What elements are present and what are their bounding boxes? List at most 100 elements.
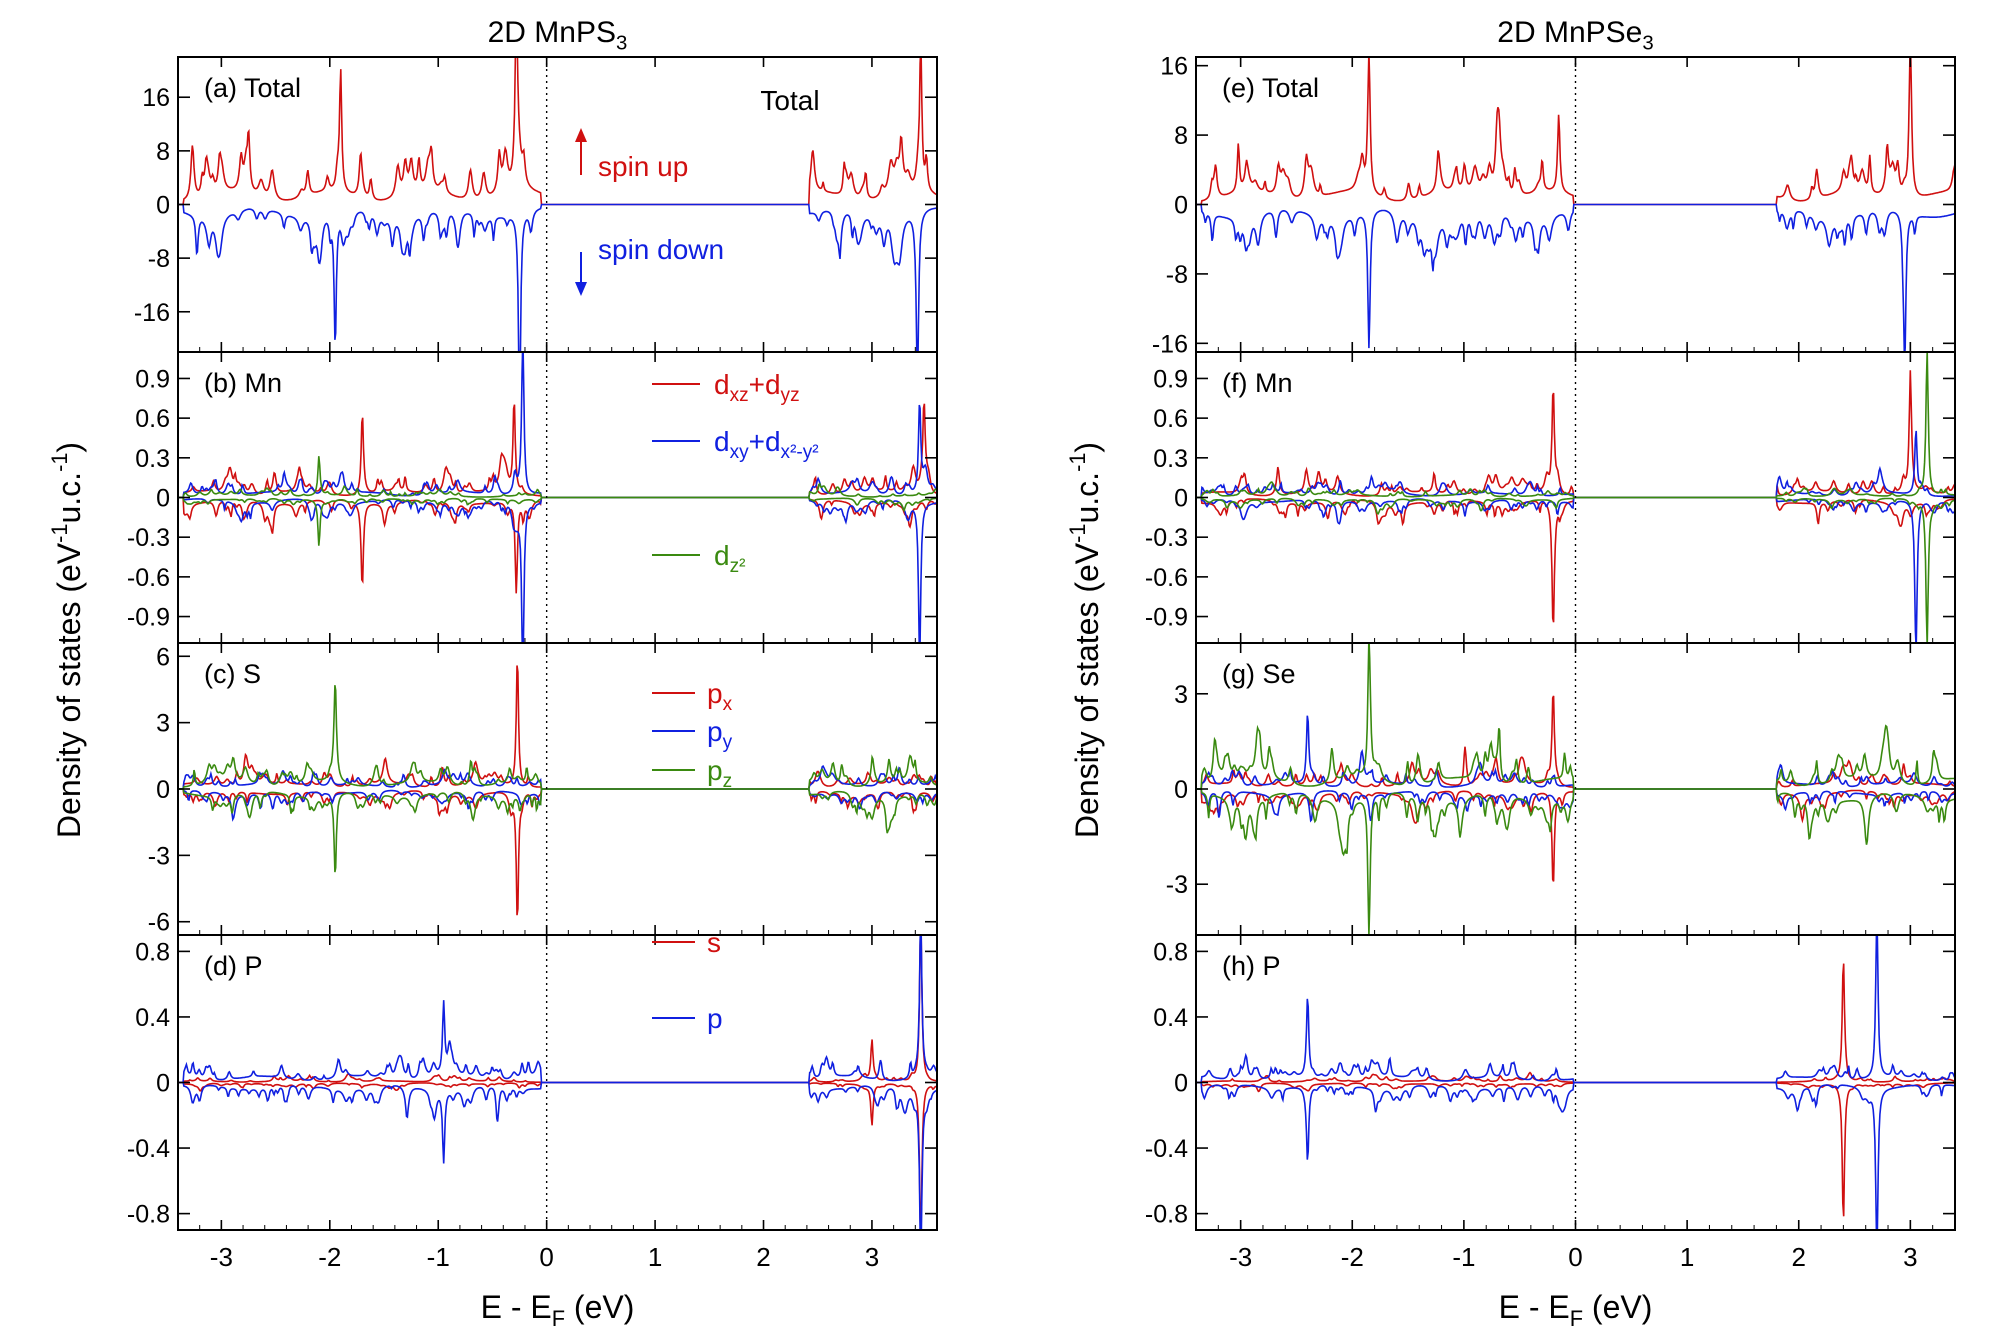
x-tick-label: -1 bbox=[1452, 1242, 1475, 1272]
x-tick-label: 3 bbox=[865, 1242, 879, 1272]
series-line-dxy-dx2-y2 bbox=[1196, 430, 1955, 499]
x-tick-label: -2 bbox=[318, 1242, 341, 1272]
panel-label: (g) Se bbox=[1222, 659, 1296, 689]
series-line-pz bbox=[178, 788, 937, 873]
y-tick-label: 0.9 bbox=[1153, 365, 1188, 393]
y-tick-label: 0.4 bbox=[135, 1004, 170, 1032]
y-tick-label: 8 bbox=[1174, 122, 1188, 150]
y-tick-label: 6 bbox=[156, 643, 170, 671]
y-tick-label: -0.6 bbox=[127, 564, 170, 592]
x-tick-label: 1 bbox=[1680, 1242, 1694, 1272]
legend-label: p bbox=[707, 1003, 723, 1034]
y-tick-label: -3 bbox=[148, 842, 170, 870]
y-tick-label: -0.3 bbox=[1145, 524, 1188, 552]
panel-d: 0.8 0.4 0 -0.4 -0.8 (d) P bbox=[127, 934, 938, 1231]
series-line-s bbox=[178, 935, 937, 1084]
y-tick-label: -0.8 bbox=[1145, 1201, 1188, 1229]
y-tick-label: 0 bbox=[156, 485, 170, 513]
panel-e: 16 8 0 -8 -16 (e) Total bbox=[1152, 53, 1956, 358]
annotations: Total spin up spin down dxz​+dyz​ dxy​+dx²-y… bbox=[575, 85, 820, 1034]
y-tick-label: 0.3 bbox=[135, 445, 170, 473]
series-line-dz2 bbox=[178, 496, 937, 546]
y-tick-label: -0.6 bbox=[1145, 564, 1188, 592]
x-tick-label: 2 bbox=[1792, 1242, 1806, 1272]
x-tick-label: -1 bbox=[427, 1242, 450, 1272]
x-tick-label: -2 bbox=[1341, 1242, 1364, 1272]
x-tick-label: 2 bbox=[756, 1242, 770, 1272]
x-tick-label: 0 bbox=[1568, 1242, 1582, 1272]
spin-down-arrow-head bbox=[575, 282, 587, 296]
x-tick-label: 0 bbox=[539, 1242, 553, 1272]
legend-label: dxy​+dx²-y²​ bbox=[714, 426, 819, 463]
series-line-dxy-dx2-y2 bbox=[178, 352, 937, 499]
total-annotation: Total bbox=[760, 85, 819, 116]
y-tick-label: 8 bbox=[156, 138, 170, 166]
chart-2: 2D MnPSe3​ 16 8 0 -8 -16 (e) Total 0.9 0.6 0.3 0 -0… bbox=[1065, 16, 1956, 1328]
legend-label: dz²​ bbox=[714, 540, 745, 577]
x-axis-label: E - EF​ (eV) bbox=[1499, 1289, 1653, 1328]
series-line-s bbox=[178, 1081, 937, 1230]
y-tick-label: 0.6 bbox=[1153, 405, 1188, 433]
y-tick-label: -0.8 bbox=[127, 1201, 170, 1229]
y-tick-label: -0.9 bbox=[127, 604, 170, 632]
y-tick-label: -16 bbox=[1152, 330, 1188, 358]
x-tick-label: -3 bbox=[210, 1242, 233, 1272]
series-group bbox=[178, 665, 937, 916]
x-axis-label: E - EF​ (eV) bbox=[481, 1289, 635, 1328]
series-group bbox=[1196, 57, 1955, 352]
y-tick-label: 0 bbox=[1174, 192, 1188, 220]
series-group bbox=[178, 57, 937, 352]
y-tick-label: 0 bbox=[156, 776, 170, 804]
series-line-p bbox=[1196, 1081, 1955, 1230]
y-tick-label: -16 bbox=[134, 299, 170, 327]
series-line-s bbox=[1196, 963, 1955, 1084]
x-tick-label: 1 bbox=[648, 1242, 662, 1272]
panel-label: (b) Mn bbox=[204, 368, 282, 398]
series-group bbox=[178, 935, 937, 1230]
series-line-pz bbox=[178, 685, 937, 790]
y-tick-label: -0.4 bbox=[127, 1135, 170, 1163]
y-tick-label: 0.9 bbox=[135, 365, 170, 393]
chart-title: 2D MnPS3​ bbox=[488, 16, 628, 55]
y-tick-label: 0.6 bbox=[135, 405, 170, 433]
y-tick-label: -0.9 bbox=[1145, 604, 1188, 632]
panel-g: 3 0 -3 (g) Se bbox=[1166, 642, 1956, 936]
spin-up-label: spin up bbox=[598, 151, 688, 182]
y-tick-label: 0.3 bbox=[1153, 445, 1188, 473]
panel-label: (a) Total bbox=[204, 73, 301, 103]
y-tick-label: 0 bbox=[156, 1070, 170, 1098]
panel-label: (h) P bbox=[1222, 951, 1281, 981]
series-line-spin-down bbox=[178, 203, 937, 352]
x-tick-label: -3 bbox=[1229, 1242, 1252, 1272]
panel-label: (d) P bbox=[204, 951, 263, 981]
panel-b: 0.9 0.6 0.3 0 -0.3 -0.6 -0.9 (b) Mn bbox=[127, 351, 938, 644]
series-line-p bbox=[178, 1081, 937, 1230]
y-tick-label: -6 bbox=[148, 909, 170, 937]
series-group bbox=[1196, 935, 1955, 1230]
spin-down-label: spin down bbox=[598, 234, 724, 265]
y-tick-label: 16 bbox=[142, 84, 170, 112]
panel-c: 6 3 0 -3 -6 (c) S bbox=[148, 642, 938, 937]
series-line-dxy-dx2-y2 bbox=[178, 496, 937, 643]
y-tick-label: 0 bbox=[1174, 776, 1188, 804]
y-tick-label: 0 bbox=[156, 192, 170, 220]
y-tick-label: -3 bbox=[1166, 871, 1188, 899]
panel-f: 0.9 0.6 0.3 0 -0.3 -0.6 -0.9 (f) Mn bbox=[1145, 351, 1956, 644]
panel-h: 0.8 0.4 0 -0.4 -0.8 (h) P bbox=[1145, 934, 1956, 1231]
panel-a: 16 8 0 -8 -16 (a) Total bbox=[134, 56, 938, 353]
series-line-dxz-dyz bbox=[1196, 496, 1955, 623]
y-tick-label: 16 bbox=[1160, 53, 1188, 81]
panel-label: (f) Mn bbox=[1222, 368, 1293, 398]
y-tick-label: -0.4 bbox=[1145, 1135, 1188, 1163]
legend-label: px​ bbox=[707, 678, 733, 715]
y-tick-label: 3 bbox=[156, 710, 170, 738]
spin-up-arrow-head bbox=[575, 128, 587, 142]
panel-label: (c) S bbox=[204, 659, 261, 689]
y-axis-label: Density of states (eV-1​u.c.-1​) bbox=[1065, 442, 1105, 838]
y-tick-label: 0.4 bbox=[1153, 1004, 1188, 1032]
series-line-p bbox=[178, 935, 937, 1084]
y-tick-label: 3 bbox=[1174, 681, 1188, 709]
legend-label: py​ bbox=[707, 716, 733, 753]
y-tick-label: 0 bbox=[1174, 485, 1188, 513]
series-group bbox=[178, 352, 937, 643]
